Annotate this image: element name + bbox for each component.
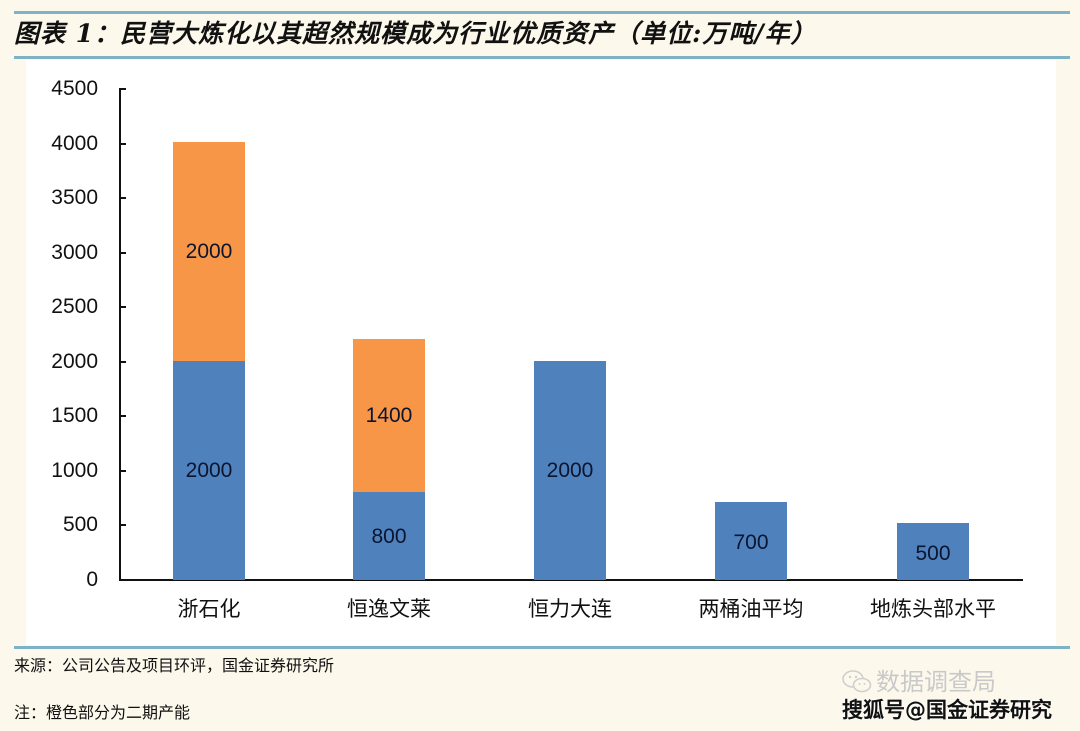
y-tick xyxy=(119,252,126,254)
bar-value-label: 700 xyxy=(733,531,769,554)
watermark-wechat: 数据调查局 xyxy=(876,668,996,696)
bar-segment-phase1: 2000 xyxy=(173,361,245,580)
x-category-label: 恒力大连 xyxy=(528,597,612,621)
x-axis xyxy=(119,579,1023,581)
bar-segment-phase1: 700 xyxy=(715,502,787,580)
x-category-label: 恒逸文莱 xyxy=(347,597,431,621)
top-rule xyxy=(14,11,1070,14)
bar-segment-phase1: 500 xyxy=(897,523,969,580)
x-category-label: 两桶油平均 xyxy=(698,597,804,621)
y-tick-label: 2500 xyxy=(51,295,98,318)
bar-value-label: 1400 xyxy=(365,404,413,427)
bar-segment-phase1: 2000 xyxy=(534,361,606,580)
wechat-icon xyxy=(842,670,872,693)
bar-segment-phase2: 1400 xyxy=(353,339,425,492)
watermark-sohu: 搜狐号@国金证券研究 xyxy=(842,698,1052,722)
bar-value-label: 800 xyxy=(371,525,407,548)
y-tick xyxy=(119,415,126,417)
y-tick-label: 4500 xyxy=(51,77,98,100)
source-note: 来源：公司公告及项目环评，国金证券研究所 xyxy=(14,656,335,675)
y-tick-label: 2000 xyxy=(51,350,98,373)
y-tick-label: 4000 xyxy=(51,132,98,155)
y-tick xyxy=(119,524,126,526)
bar-value-label: 2000 xyxy=(546,459,594,482)
y-tick-label: 500 xyxy=(62,513,98,536)
y-tick xyxy=(119,88,126,90)
bar-segment-phase2: 2000 xyxy=(173,142,245,361)
bar-value-label: 2000 xyxy=(185,240,233,263)
bar-segment-phase1: 800 xyxy=(353,492,425,580)
chart-title: 图表 1：民营大炼化以其超然规模成为行业优质资产（单位:万吨/年） xyxy=(14,19,817,48)
y-tick-label: 3000 xyxy=(51,241,98,264)
title-underline xyxy=(14,56,1070,59)
y-tick xyxy=(119,361,126,363)
y-tick xyxy=(119,143,126,145)
bar-value-label: 500 xyxy=(915,542,951,565)
x-category-label: 地炼头部水平 xyxy=(870,597,996,621)
y-tick-label: 1000 xyxy=(51,459,98,482)
y-tick xyxy=(119,197,126,199)
y-tick xyxy=(119,470,126,472)
bar-value-label: 2000 xyxy=(185,459,233,482)
y-tick-label: 3500 xyxy=(51,186,98,209)
y-tick-label: 1500 xyxy=(51,404,98,427)
x-category-label: 浙石化 xyxy=(177,597,241,621)
y-axis xyxy=(119,89,121,581)
footnote: 注：橙色部分为二期产能 xyxy=(14,703,191,722)
y-tick-label: 0 xyxy=(86,568,98,591)
y-tick xyxy=(119,306,126,308)
footer-rule xyxy=(14,646,1070,649)
